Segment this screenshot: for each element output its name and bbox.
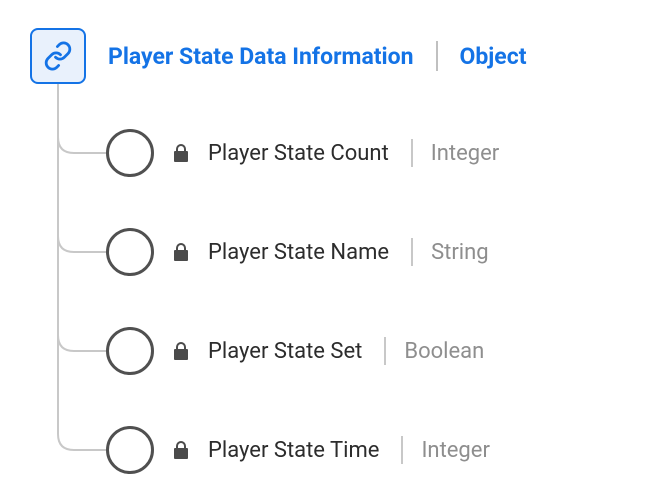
- lock-icon: [172, 440, 190, 460]
- schema-root-row: Player State Data Information Object: [30, 28, 526, 84]
- field-node-icon: [106, 129, 154, 177]
- divider: [401, 436, 403, 464]
- divider: [436, 41, 438, 71]
- divider: [411, 139, 413, 167]
- schema-root-type: Object: [460, 43, 527, 70]
- divider: [384, 337, 386, 365]
- divider: [411, 238, 413, 266]
- schema-root-label: Player State Data Information: [108, 43, 414, 70]
- field-type: String: [431, 240, 489, 265]
- schema-field-row: Player State Name String: [106, 228, 489, 276]
- lock-icon: [172, 242, 190, 262]
- field-node-icon: [106, 228, 154, 276]
- field-type: Boolean: [404, 339, 484, 364]
- field-node-icon: [106, 426, 154, 474]
- link-icon: [30, 28, 86, 84]
- field-label: Player State Count: [208, 141, 389, 166]
- schema-field-row: Player State Count Integer: [106, 129, 499, 177]
- lock-icon: [172, 341, 190, 361]
- lock-icon: [172, 143, 190, 163]
- field-label: Player State Name: [208, 240, 389, 265]
- field-type: Integer: [431, 141, 499, 166]
- field-label: Player State Time: [208, 438, 379, 463]
- field-type: Integer: [421, 438, 489, 463]
- field-label: Player State Set: [208, 339, 362, 364]
- schema-field-row: Player State Set Boolean: [106, 327, 484, 375]
- field-node-icon: [106, 327, 154, 375]
- schema-field-row: Player State Time Integer: [106, 426, 490, 474]
